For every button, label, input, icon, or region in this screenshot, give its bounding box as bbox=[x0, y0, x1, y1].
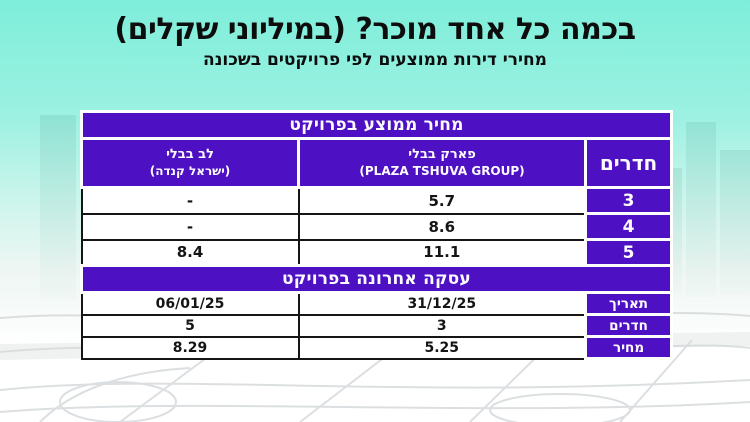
avg-price-project2-cell: 8.4 bbox=[80, 238, 300, 267]
col-header-lev-bavli: לב בבלי (ישראל קנדה) bbox=[79, 137, 301, 189]
last-deal-date-project1: 31/12/25 bbox=[297, 291, 587, 316]
section-header-last-deal: עסקה אחרונה בפרויקט bbox=[79, 264, 674, 294]
project2-subname: (ישראל קנדה) bbox=[149, 163, 231, 178]
avg-price-project2-cell: - bbox=[80, 186, 300, 215]
avg-price-project2-cell: - bbox=[80, 212, 300, 241]
title-block: בכמה כל אחד מוכר? (במיליוני שקלים) מחירי… bbox=[0, 12, 750, 70]
project1-subname: (PLAZA TSHUVA GROUP) bbox=[359, 163, 525, 178]
section-header-last-deal-row: עסקה אחרונה בפרויקט bbox=[79, 264, 674, 294]
avg-price-project1-cell: 5.7 bbox=[297, 186, 587, 215]
rooms-count-cell: 4 bbox=[584, 212, 674, 241]
last-deal-date-project2: 06/01/25 bbox=[80, 291, 300, 316]
last-deal-label-price: מחיר bbox=[584, 335, 674, 360]
section-header-avg-price-row: מחיר ממוצע בפרויקט bbox=[79, 110, 674, 140]
column-header-row: חדרים פארק בבלי (PLAZA TSHUVA GROUP) לב … bbox=[79, 137, 674, 189]
project1-name: פארק בבלי bbox=[408, 147, 476, 163]
avg-price-row-3-rooms: 3 5.7 - bbox=[80, 186, 674, 215]
rooms-count-cell: 5 bbox=[584, 238, 674, 267]
price-table: מחיר ממוצע בפרויקט חדרים פארק בבלי (PLAZ… bbox=[79, 110, 674, 360]
col-header-rooms: חדרים bbox=[584, 137, 674, 189]
avg-price-project1-cell: 11.1 bbox=[297, 238, 587, 267]
col-header-park-bavli: פארק בבלי (PLAZA TSHUVA GROUP) bbox=[297, 137, 588, 189]
last-deal-price-project1: 5.25 bbox=[297, 335, 587, 360]
last-deal-rooms-project2: 5 bbox=[80, 313, 300, 338]
rooms-count-cell: 3 bbox=[584, 186, 674, 215]
page-subtitle: מחירי דירות ממוצעים לפי פרויקטים בשכונה bbox=[203, 49, 547, 70]
last-deal-rooms-row: חדרים 3 5 bbox=[80, 313, 674, 338]
last-deal-label-date: תאריך bbox=[584, 291, 674, 316]
last-deal-date-row: תאריך 31/12/25 06/01/25 bbox=[80, 291, 674, 316]
avg-price-row-4-rooms: 4 8.6 - bbox=[80, 212, 674, 241]
last-deal-price-row: מחיר 5.25 8.29 bbox=[80, 335, 674, 360]
last-deal-label-rooms: חדרים bbox=[584, 313, 674, 338]
last-deal-rooms-project1: 3 bbox=[297, 313, 587, 338]
avg-price-row-5-rooms: 5 11.1 8.4 bbox=[80, 238, 674, 267]
project2-name: לב בבלי bbox=[166, 147, 214, 163]
page-title: בכמה כל אחד מוכר? (במיליוני שקלים) bbox=[114, 12, 636, 47]
section-header-avg-price: מחיר ממוצע בפרויקט bbox=[79, 110, 674, 140]
last-deal-price-project2: 8.29 bbox=[80, 335, 300, 360]
avg-price-project1-cell: 8.6 bbox=[297, 212, 587, 241]
